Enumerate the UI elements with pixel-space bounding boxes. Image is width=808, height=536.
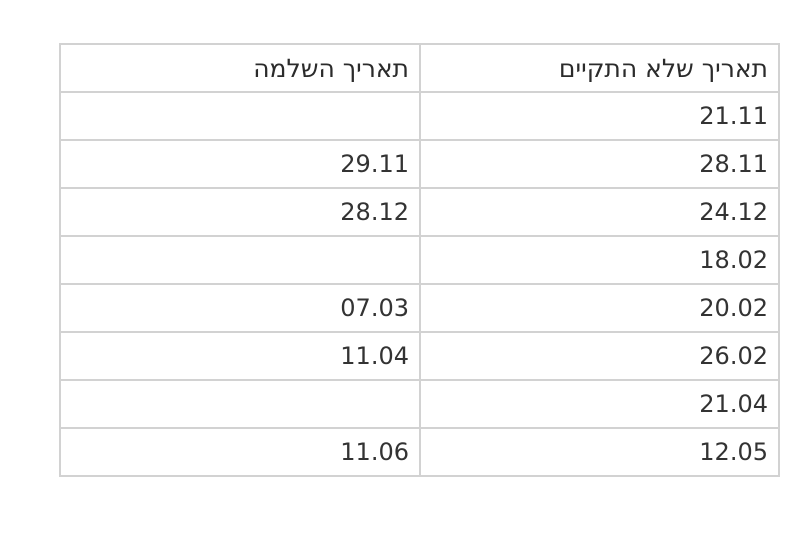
makeup-date-cell: 11.04 <box>60 332 420 380</box>
makeup-date-cell: 07.03 <box>60 284 420 332</box>
missed-date-cell: 24.12 <box>420 188 779 236</box>
missed-date-cell: 18.02 <box>420 236 779 284</box>
missed-date-cell: 21.11 <box>420 92 779 140</box>
table-row: 12.05 11.06 <box>60 428 779 476</box>
makeup-date-cell: 29.11 <box>60 140 420 188</box>
table-row: 21.04 <box>60 380 779 428</box>
table-row: 24.12 28.12 <box>60 188 779 236</box>
makeup-date-cell <box>60 380 420 428</box>
makeup-date-cell: 11.06 <box>60 428 420 476</box>
table-row: 28.11 29.11 <box>60 140 779 188</box>
table-row: 26.02 11.04 <box>60 332 779 380</box>
header-missed-date: תאריך שלא התקיים <box>420 44 779 92</box>
missed-date-cell: 12.05 <box>420 428 779 476</box>
table-row: 20.02 07.03 <box>60 284 779 332</box>
missed-date-cell: 28.11 <box>420 140 779 188</box>
table-header-row: תאריך שלא התקיים תאריך השלמה <box>60 44 779 92</box>
makeup-date-cell: 28.12 <box>60 188 420 236</box>
makeup-date-cell <box>60 92 420 140</box>
header-makeup-date: תאריך השלמה <box>60 44 420 92</box>
table-row: 18.02 <box>60 236 779 284</box>
dates-table: תאריך שלא התקיים תאריך השלמה 21.11 28.11… <box>59 43 780 477</box>
dates-table-container: תאריך שלא התקיים תאריך השלמה 21.11 28.11… <box>59 43 778 477</box>
missed-date-cell: 20.02 <box>420 284 779 332</box>
makeup-date-cell <box>60 236 420 284</box>
missed-date-cell: 26.02 <box>420 332 779 380</box>
table-row: 21.11 <box>60 92 779 140</box>
missed-date-cell: 21.04 <box>420 380 779 428</box>
